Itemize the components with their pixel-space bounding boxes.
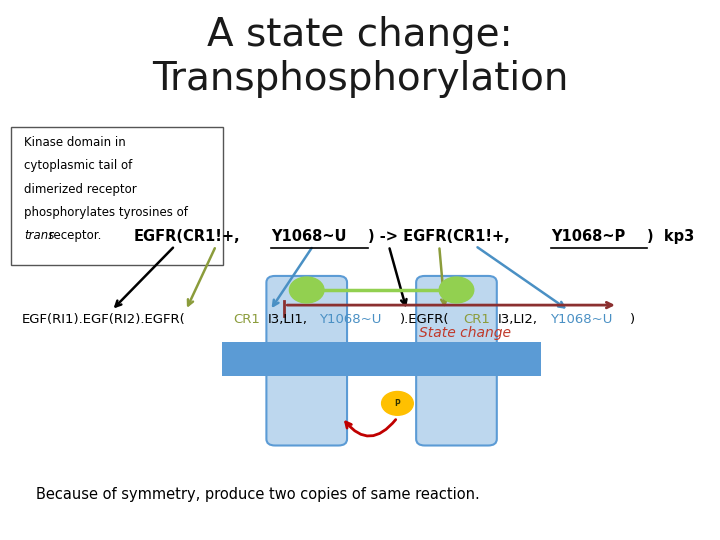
Text: ).EGFR(: ).EGFR( [400, 313, 449, 326]
Text: EGF(RI1).EGF(RI2).EGFR(: EGF(RI1).EGF(RI2).EGFR( [22, 313, 185, 326]
Text: I3,LI2,: I3,LI2, [498, 313, 539, 326]
FancyBboxPatch shape [266, 276, 347, 446]
FancyBboxPatch shape [11, 127, 223, 265]
Text: )  kp3: ) kp3 [647, 229, 694, 244]
Text: ) -> EGFR(CR1!+,: ) -> EGFR(CR1!+, [368, 229, 510, 244]
FancyBboxPatch shape [222, 342, 541, 376]
Text: Y1068~U: Y1068~U [319, 313, 382, 326]
Text: P: P [395, 399, 400, 408]
Text: cytoplasmic tail of: cytoplasmic tail of [24, 159, 132, 172]
Text: State change: State change [420, 326, 511, 340]
Circle shape [439, 277, 474, 303]
Text: Y1068~U: Y1068~U [271, 229, 346, 244]
Text: Y1068~U: Y1068~U [550, 313, 612, 326]
Text: I3,LI1,: I3,LI1, [268, 313, 307, 326]
Circle shape [382, 392, 413, 415]
Text: Kinase domain in: Kinase domain in [24, 136, 125, 149]
Text: dimerized receptor: dimerized receptor [24, 183, 137, 195]
Text: EGFR(CR1!+,: EGFR(CR1!+, [133, 229, 240, 244]
Text: trans: trans [24, 229, 54, 242]
Text: ): ) [630, 313, 636, 326]
Text: CR1: CR1 [233, 313, 260, 326]
FancyBboxPatch shape [416, 276, 497, 446]
Text: CR1: CR1 [464, 313, 490, 326]
Text: Y1068~P: Y1068~P [551, 229, 626, 244]
Text: phosphorylates tyrosines of: phosphorylates tyrosines of [24, 206, 188, 219]
Text: Because of symmetry, produce two copies of same reaction.: Because of symmetry, produce two copies … [36, 487, 480, 502]
Circle shape [289, 277, 324, 303]
Text: receptor.: receptor. [45, 229, 102, 242]
Text: A state change:
Transphosphorylation: A state change: Transphosphorylation [152, 16, 568, 98]
